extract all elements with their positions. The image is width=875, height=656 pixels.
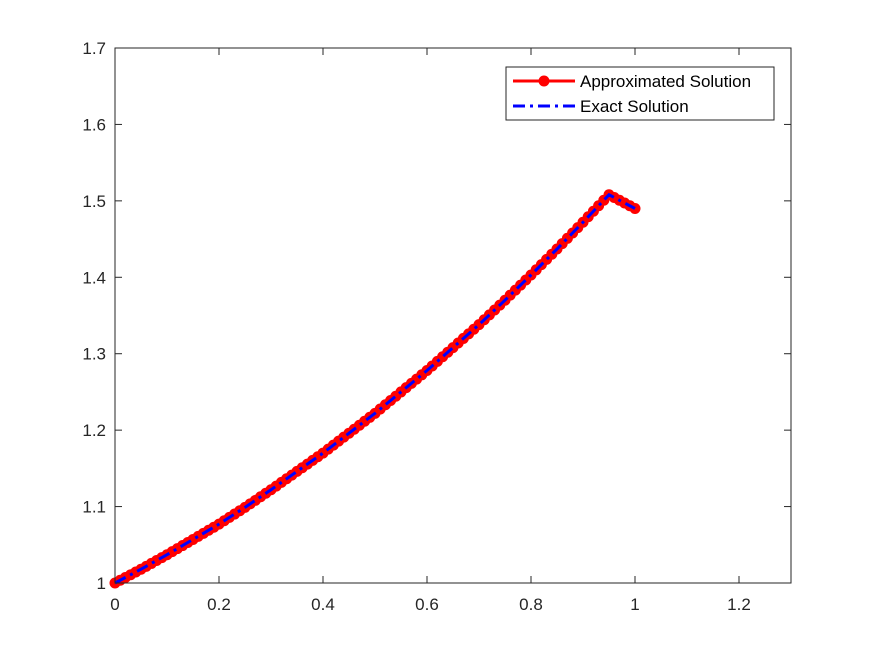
axes-box	[114, 47, 792, 584]
y-tick-label: 1	[97, 574, 106, 593]
y-tick-label: 1.6	[82, 115, 106, 134]
y-tick-label: 1.4	[82, 268, 106, 287]
ticks-layer: 0 0.2 0.4 0.6 0.8 1 1.2 1 1.1 1.2 1.3 1.4 1.5 1.6 1.7	[82, 39, 791, 614]
x-tick-label: 0	[110, 595, 119, 614]
x-tick-label: 1.2	[727, 595, 751, 614]
legend: Approximated Solution Exact Solution	[505, 66, 775, 121]
legend-exact-label: Exact Solution	[580, 97, 689, 116]
x-tick-label: 0.2	[207, 595, 231, 614]
legend-box	[505, 66, 775, 121]
y-tick-label: 1.1	[82, 498, 106, 517]
x-tick-label: 0.8	[519, 595, 543, 614]
y-tick-label: 1.7	[82, 39, 106, 58]
x-tick-label: 1	[630, 595, 639, 614]
legend-approx-label: Approximated Solution	[580, 72, 751, 91]
y-tick-label: 1.2	[82, 421, 106, 440]
y-tick-label: 1.5	[82, 192, 106, 211]
x-tick-label: 0.6	[415, 595, 439, 614]
legend-approx-marker	[538, 75, 550, 87]
plot-area	[115, 48, 791, 583]
series-layer	[109, 189, 641, 589]
series-exact-line	[114, 192, 636, 585]
y-tick-label: 1.3	[82, 345, 106, 364]
x-tick-label: 0.4	[311, 595, 335, 614]
